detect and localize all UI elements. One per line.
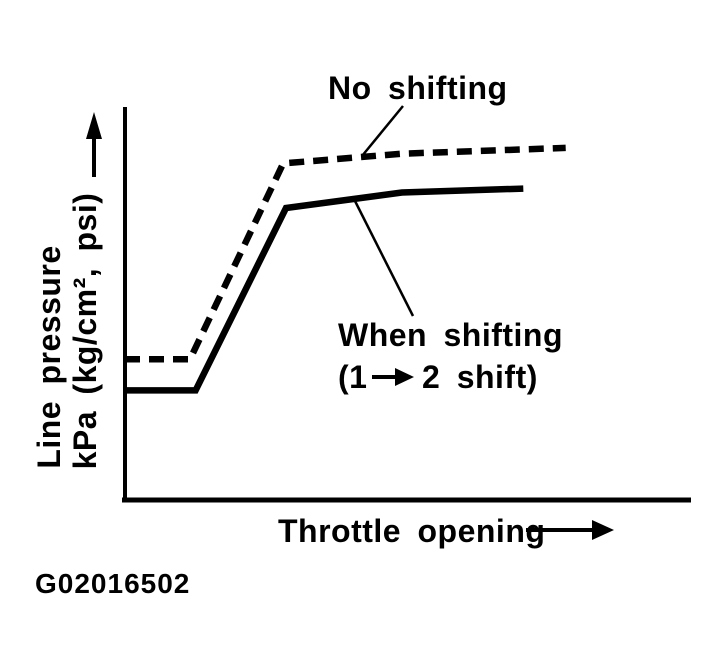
y-axis-label-line1: Line pressure — [31, 245, 67, 468]
when-shifting-label-suffix: 2 shift) — [422, 359, 538, 395]
y-axis-direction-arrow-icon — [86, 112, 102, 177]
figure-caption: G02016502 — [35, 568, 190, 599]
when-shifting-leader-line — [353, 200, 415, 317]
x-axis-label: Throttle opening — [278, 513, 545, 549]
no-shifting-leader-line — [361, 105, 404, 157]
when-shifting-label-line1: When shifting — [338, 317, 563, 353]
when-shifting-curve — [125, 185, 524, 394]
y-axis-label-line2: kPa (kg/cm², psi) — [67, 193, 103, 470]
when-shifting-label-line2: (1 2 shift) — [338, 359, 538, 395]
x-axis-direction-arrow-icon — [526, 520, 614, 540]
when-shifting-label-prefix: (1 — [338, 359, 367, 395]
no-shifting-label: No shifting — [328, 70, 508, 106]
shift-arrow-icon — [372, 368, 414, 386]
